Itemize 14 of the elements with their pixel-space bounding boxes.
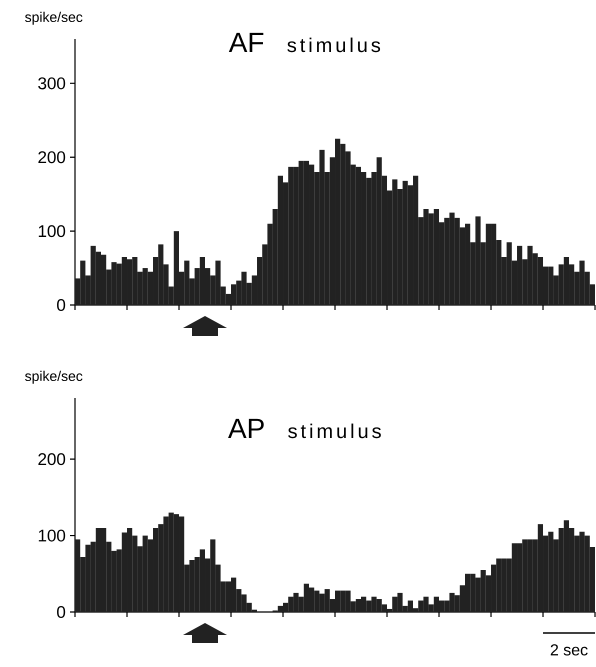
- y-tick-label: 200: [38, 151, 66, 164]
- y-tick-label: 300: [38, 77, 66, 90]
- chart-title: AF: [228, 32, 264, 52]
- chart-subtitle: stimulus: [287, 38, 380, 52]
- text: stimulus: [288, 424, 381, 438]
- text: 2 sec: [550, 644, 588, 656]
- y-tick-label: 100: [38, 225, 66, 238]
- y-tick-label: 0: [57, 606, 66, 618]
- y-axis-title: spike/sec: [25, 12, 82, 25]
- text: AP: [228, 418, 264, 438]
- y-tick-label: 200: [38, 453, 66, 466]
- y-tick-label: 0: [57, 299, 66, 312]
- y-tick-label: 100: [38, 530, 66, 542]
- y-axis-title: spike/sec: [25, 370, 82, 384]
